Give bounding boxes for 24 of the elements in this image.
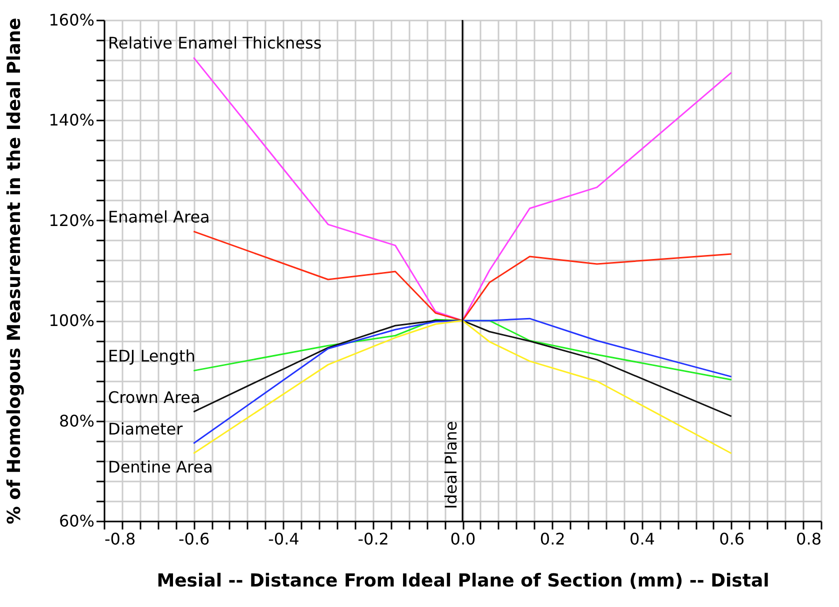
y-tick-label: 60% <box>58 512 94 530</box>
x-tick-label: -0.4 <box>268 530 300 548</box>
series-label: Crown Area <box>108 388 200 407</box>
ref-line-label: Ideal Plane <box>442 421 460 509</box>
series-label: Enamel Area <box>108 207 210 226</box>
y-axis-title: % of Homologous Measurement in the Ideal Plane <box>4 18 25 524</box>
series-label: EDJ Length <box>108 346 196 366</box>
x-tick-label: -0.8 <box>104 530 136 548</box>
y-tick-label: 120% <box>48 210 94 230</box>
y-tick-label: 80% <box>58 411 94 430</box>
x-tick-label: 0.0 <box>450 530 476 548</box>
x-tick-label: 0.8 <box>796 530 822 548</box>
x-axis-title: Mesial -- Distance From Ideal Plane of Section (mm) -- Distal <box>156 570 770 592</box>
series-label: Relative Enamel Thickness <box>108 34 322 53</box>
x-tick-label: 0.2 <box>540 530 566 548</box>
y-tick-label: 140% <box>48 110 94 130</box>
x-tick-label: 0.6 <box>719 530 745 548</box>
x-tick-label: 0.4 <box>630 530 655 548</box>
y-tick-label: 100% <box>48 311 94 330</box>
x-tick-label: -0.2 <box>358 530 389 548</box>
y-tick-label: 160% <box>48 10 94 30</box>
series-label: Diameter <box>108 419 184 438</box>
x-tick-label: -0.6 <box>178 530 210 548</box>
series-label: Dentine Area <box>108 457 213 476</box>
